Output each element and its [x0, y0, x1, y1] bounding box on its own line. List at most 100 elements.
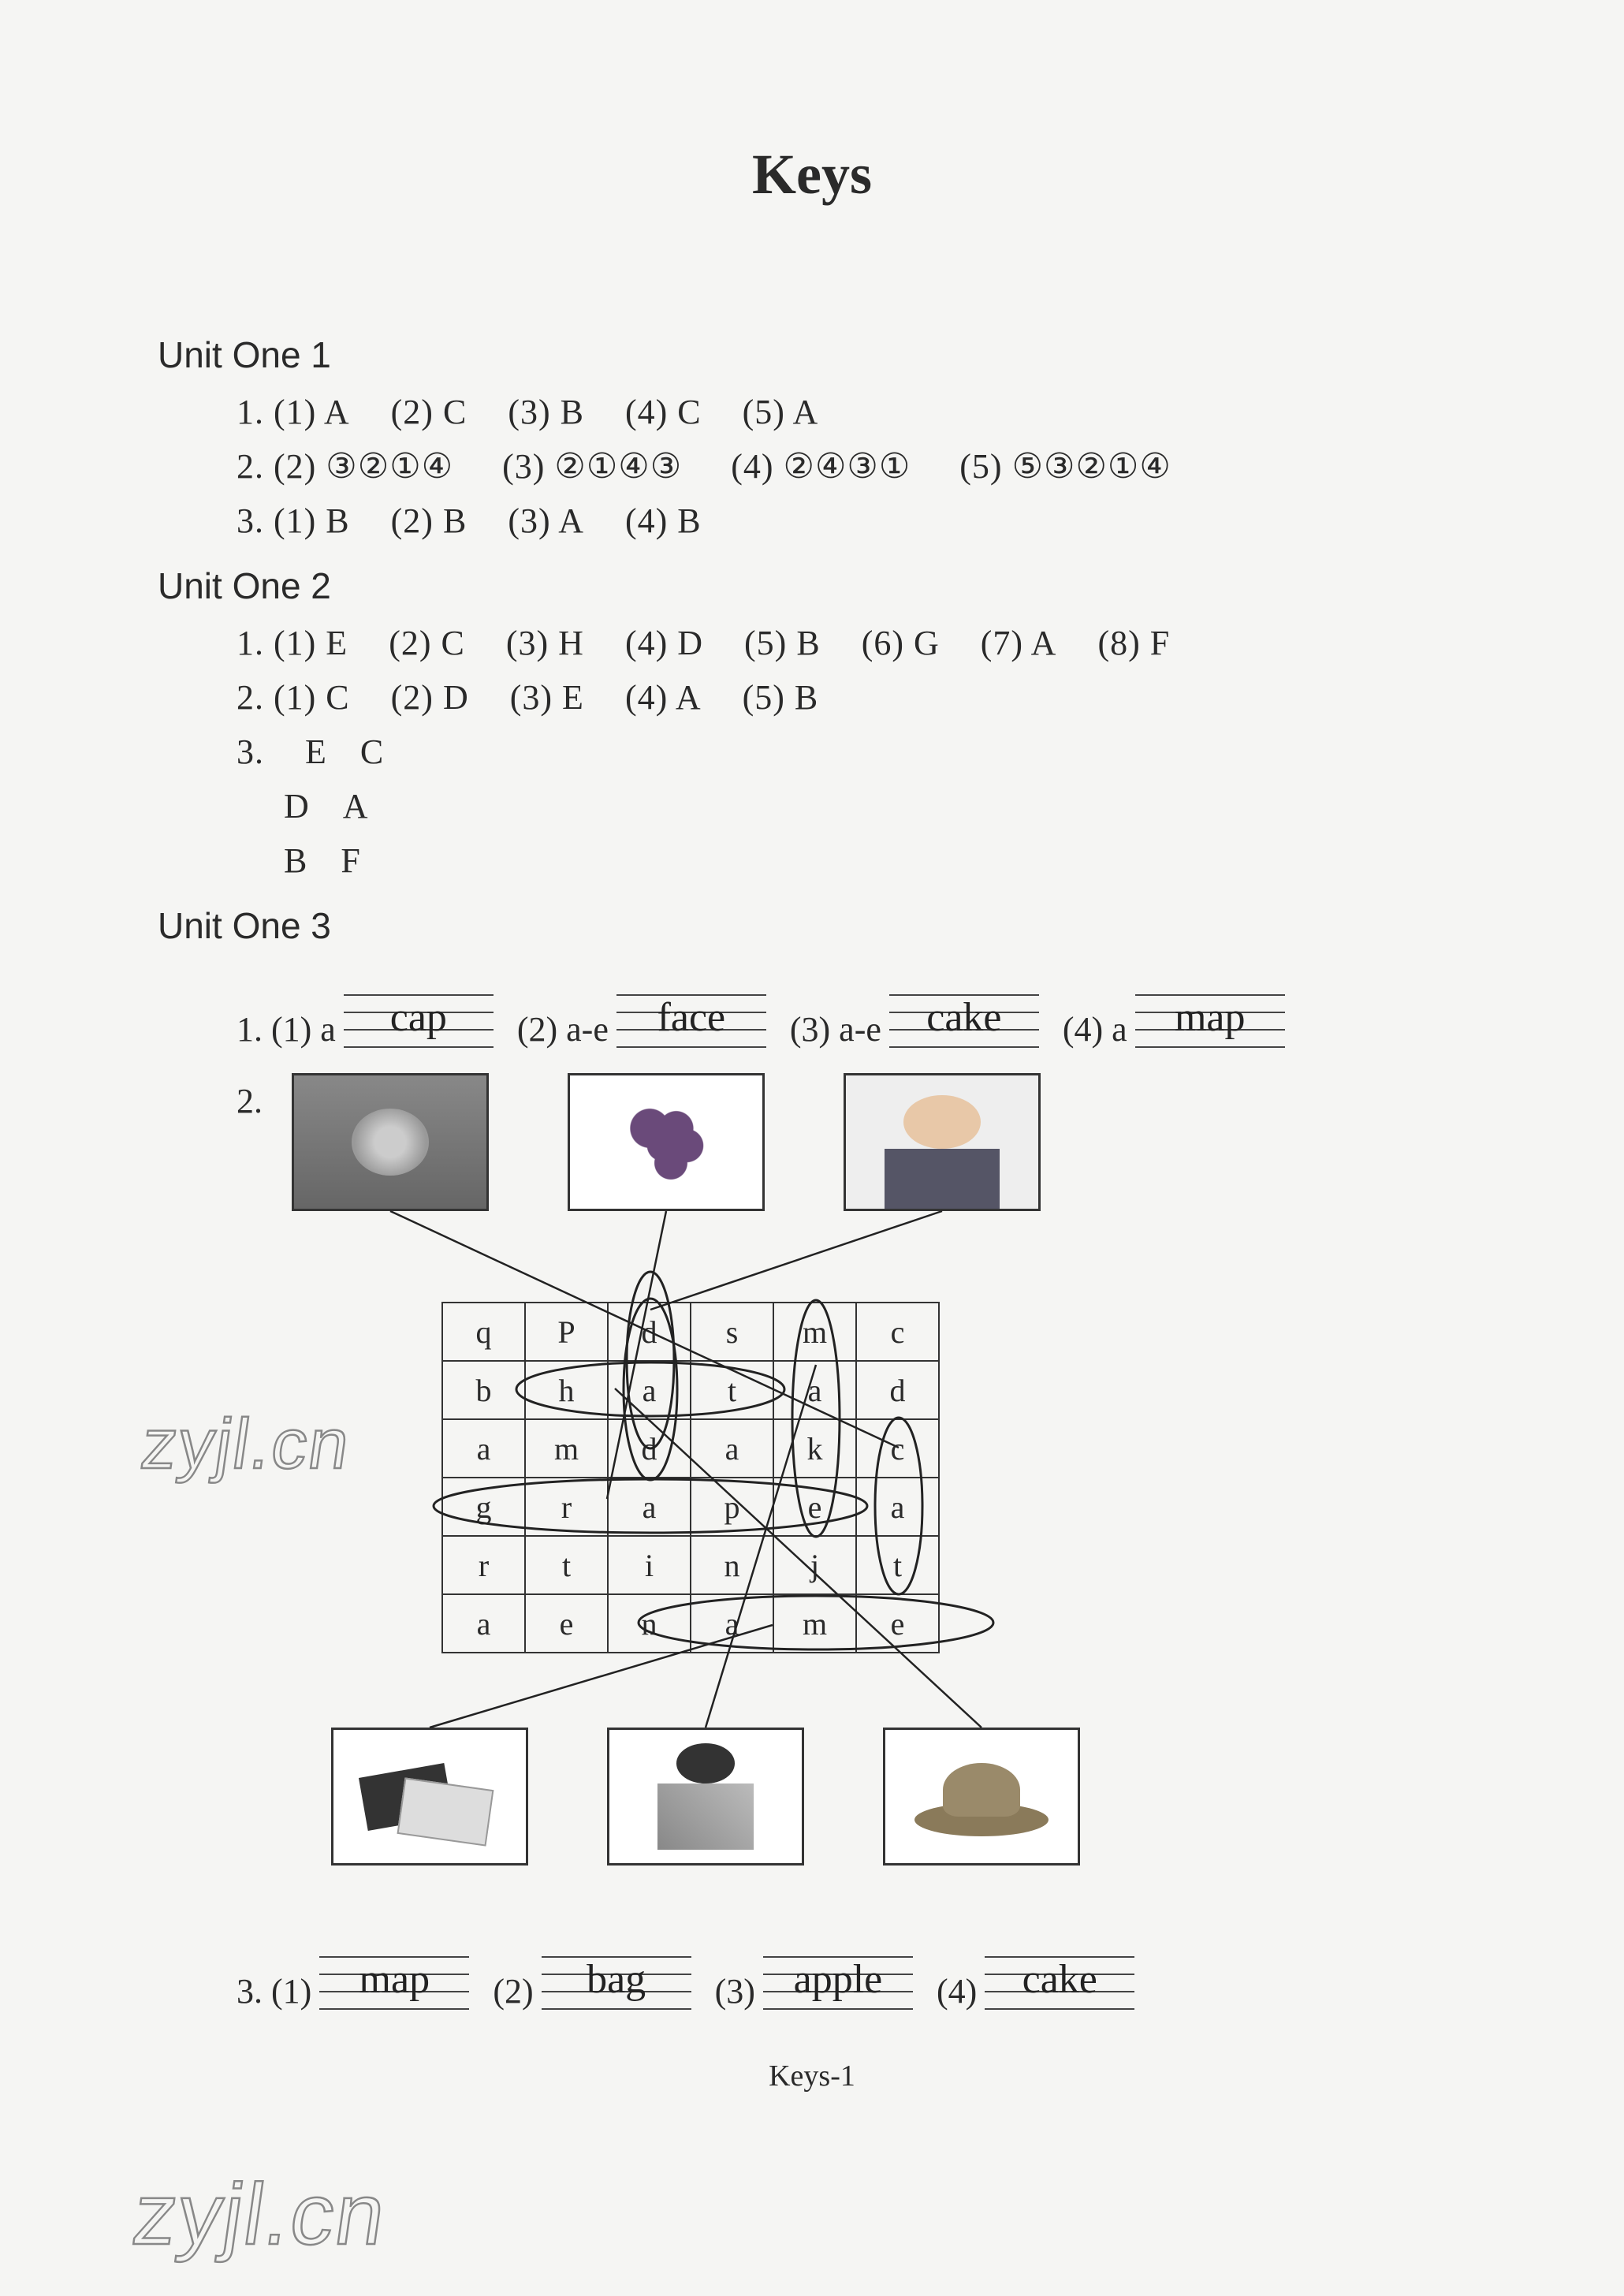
cell: j: [773, 1536, 856, 1594]
ans: (5) B: [743, 677, 819, 718]
cell: t: [525, 1536, 608, 1594]
ans: C: [360, 732, 384, 772]
handwritten-word: cap: [390, 994, 447, 1041]
cell: r: [442, 1536, 525, 1594]
ans: (2) B: [391, 501, 467, 541]
cell: e: [856, 1594, 939, 1653]
u2-q3-r3: B F: [284, 840, 1466, 881]
unit-heading-1: Unit One 1: [158, 334, 1466, 376]
ans: (4) ②④③①: [731, 446, 911, 486]
ans: (7) A: [981, 623, 1057, 663]
ans: 2. (1) C: [237, 677, 350, 718]
ans: E: [305, 732, 327, 772]
handwritten-word: cake: [926, 994, 1001, 1041]
cell: s: [691, 1303, 773, 1361]
item-num: (2) a-e: [517, 1009, 609, 1049]
ans: (5) ⑤③②①④: [959, 446, 1171, 486]
item-num: (3): [715, 1971, 755, 2011]
cell: d: [608, 1419, 691, 1478]
ans: 3. (1) B: [237, 501, 350, 541]
ans: (2) C: [391, 392, 467, 432]
girl-image: [607, 1728, 804, 1866]
ans: (4) A: [625, 677, 702, 718]
u2-line-1: 1. (1) E (2) C (3) H (4) D (5) B (6) G (…: [237, 623, 1466, 663]
u2-q3-label: 3. E C: [237, 732, 1466, 772]
write-item: (3) apple: [715, 1948, 913, 2011]
u2-line-2: 2. (1) C (2) D (3) E (4) A (5) B: [237, 677, 1466, 718]
writing-lines: cap: [344, 986, 494, 1049]
table-row: grapea: [442, 1478, 939, 1536]
write-item: (2) bag: [493, 1948, 691, 2011]
item-num: (4): [937, 1971, 977, 2011]
cell: i: [608, 1536, 691, 1594]
cell: a: [691, 1419, 773, 1478]
cell: p: [691, 1478, 773, 1536]
ans: (4) B: [625, 501, 702, 541]
cell: a: [773, 1361, 856, 1419]
cell: m: [773, 1594, 856, 1653]
cell: k: [773, 1419, 856, 1478]
u1-line-3: 3. (1) B (2) B (3) A (4) B: [237, 501, 1466, 541]
write-item: (4) a map: [1063, 986, 1285, 1049]
cell: n: [691, 1536, 773, 1594]
u3-q1: 1. (1) a cap (2) a-e face (3) a-e cake (…: [237, 986, 1466, 1049]
write-item: (4) cake: [937, 1948, 1134, 2011]
writing-lines: apple: [763, 1948, 913, 2011]
ans: (3) E: [510, 677, 584, 718]
word-search-puzzle: 2. qPdsmc bhatad amdakc grapea rtinjt ae…: [237, 1073, 1340, 1909]
ans: 1. (1) A: [237, 392, 350, 432]
cell: m: [773, 1303, 856, 1361]
cell: a: [608, 1478, 691, 1536]
ans: (5) A: [743, 392, 819, 432]
handwritten-word: map: [359, 1956, 430, 2003]
watermark-icon: zyjl.cn: [127, 2164, 393, 2264]
ans: (3) B: [508, 392, 584, 432]
hat-image: [883, 1728, 1080, 1866]
handwritten-word: face: [657, 994, 726, 1041]
cell: a: [442, 1419, 525, 1478]
cell: a: [442, 1594, 525, 1653]
ans: (3) ②①④③: [502, 446, 682, 486]
u2-q3-r2: D A: [284, 786, 1466, 826]
cell: c: [856, 1419, 939, 1478]
ans: D: [284, 786, 310, 826]
table-row: amdakc: [442, 1419, 939, 1478]
unit-heading-2: Unit One 2: [158, 565, 1466, 607]
cell: t: [691, 1361, 773, 1419]
ans: (2) D: [391, 677, 469, 718]
write-item: (2) a-e face: [517, 986, 766, 1049]
ans: (2) C: [389, 623, 465, 663]
q2-label: 2.: [237, 1081, 263, 1121]
ans: B: [284, 840, 307, 881]
cell: c: [856, 1303, 939, 1361]
cat-image: [292, 1073, 489, 1211]
page-footer: Keys-1: [158, 2059, 1466, 2093]
item-num: (3) a-e: [790, 1009, 881, 1049]
dad-image: [844, 1073, 1041, 1211]
writing-lines: face: [616, 986, 766, 1049]
table-row: bhatad: [442, 1361, 939, 1419]
cell: b: [442, 1361, 525, 1419]
cell: h: [525, 1361, 608, 1419]
letter-grid: qPdsmc bhatad amdakc grapea rtinjt aenam…: [441, 1302, 940, 1653]
item-num: 1. (1) a: [237, 1009, 336, 1049]
table-row: rtinjt: [442, 1536, 939, 1594]
table-row: aename: [442, 1594, 939, 1653]
cell: d: [856, 1361, 939, 1419]
cell: g: [442, 1478, 525, 1536]
cell: a: [856, 1478, 939, 1536]
ans: (3) H: [506, 623, 584, 663]
u1-line-1: 1. (1) A (2) C (3) B (4) C (5) A: [237, 392, 1466, 432]
writing-lines: bag: [542, 1948, 691, 2011]
cell: d: [608, 1303, 691, 1361]
ans: 3.: [237, 732, 264, 772]
writing-lines: cake: [889, 986, 1039, 1049]
cell: n: [608, 1594, 691, 1653]
write-item: 3. (1) map: [237, 1948, 469, 2011]
watermark-icon: zyjl.cn: [136, 1404, 356, 1485]
table-row: qPdsmc: [442, 1303, 939, 1361]
handwritten-word: cake: [1022, 1956, 1097, 2003]
cell: q: [442, 1303, 525, 1361]
ans: (6) G: [862, 623, 940, 663]
ans: (3) A: [508, 501, 584, 541]
